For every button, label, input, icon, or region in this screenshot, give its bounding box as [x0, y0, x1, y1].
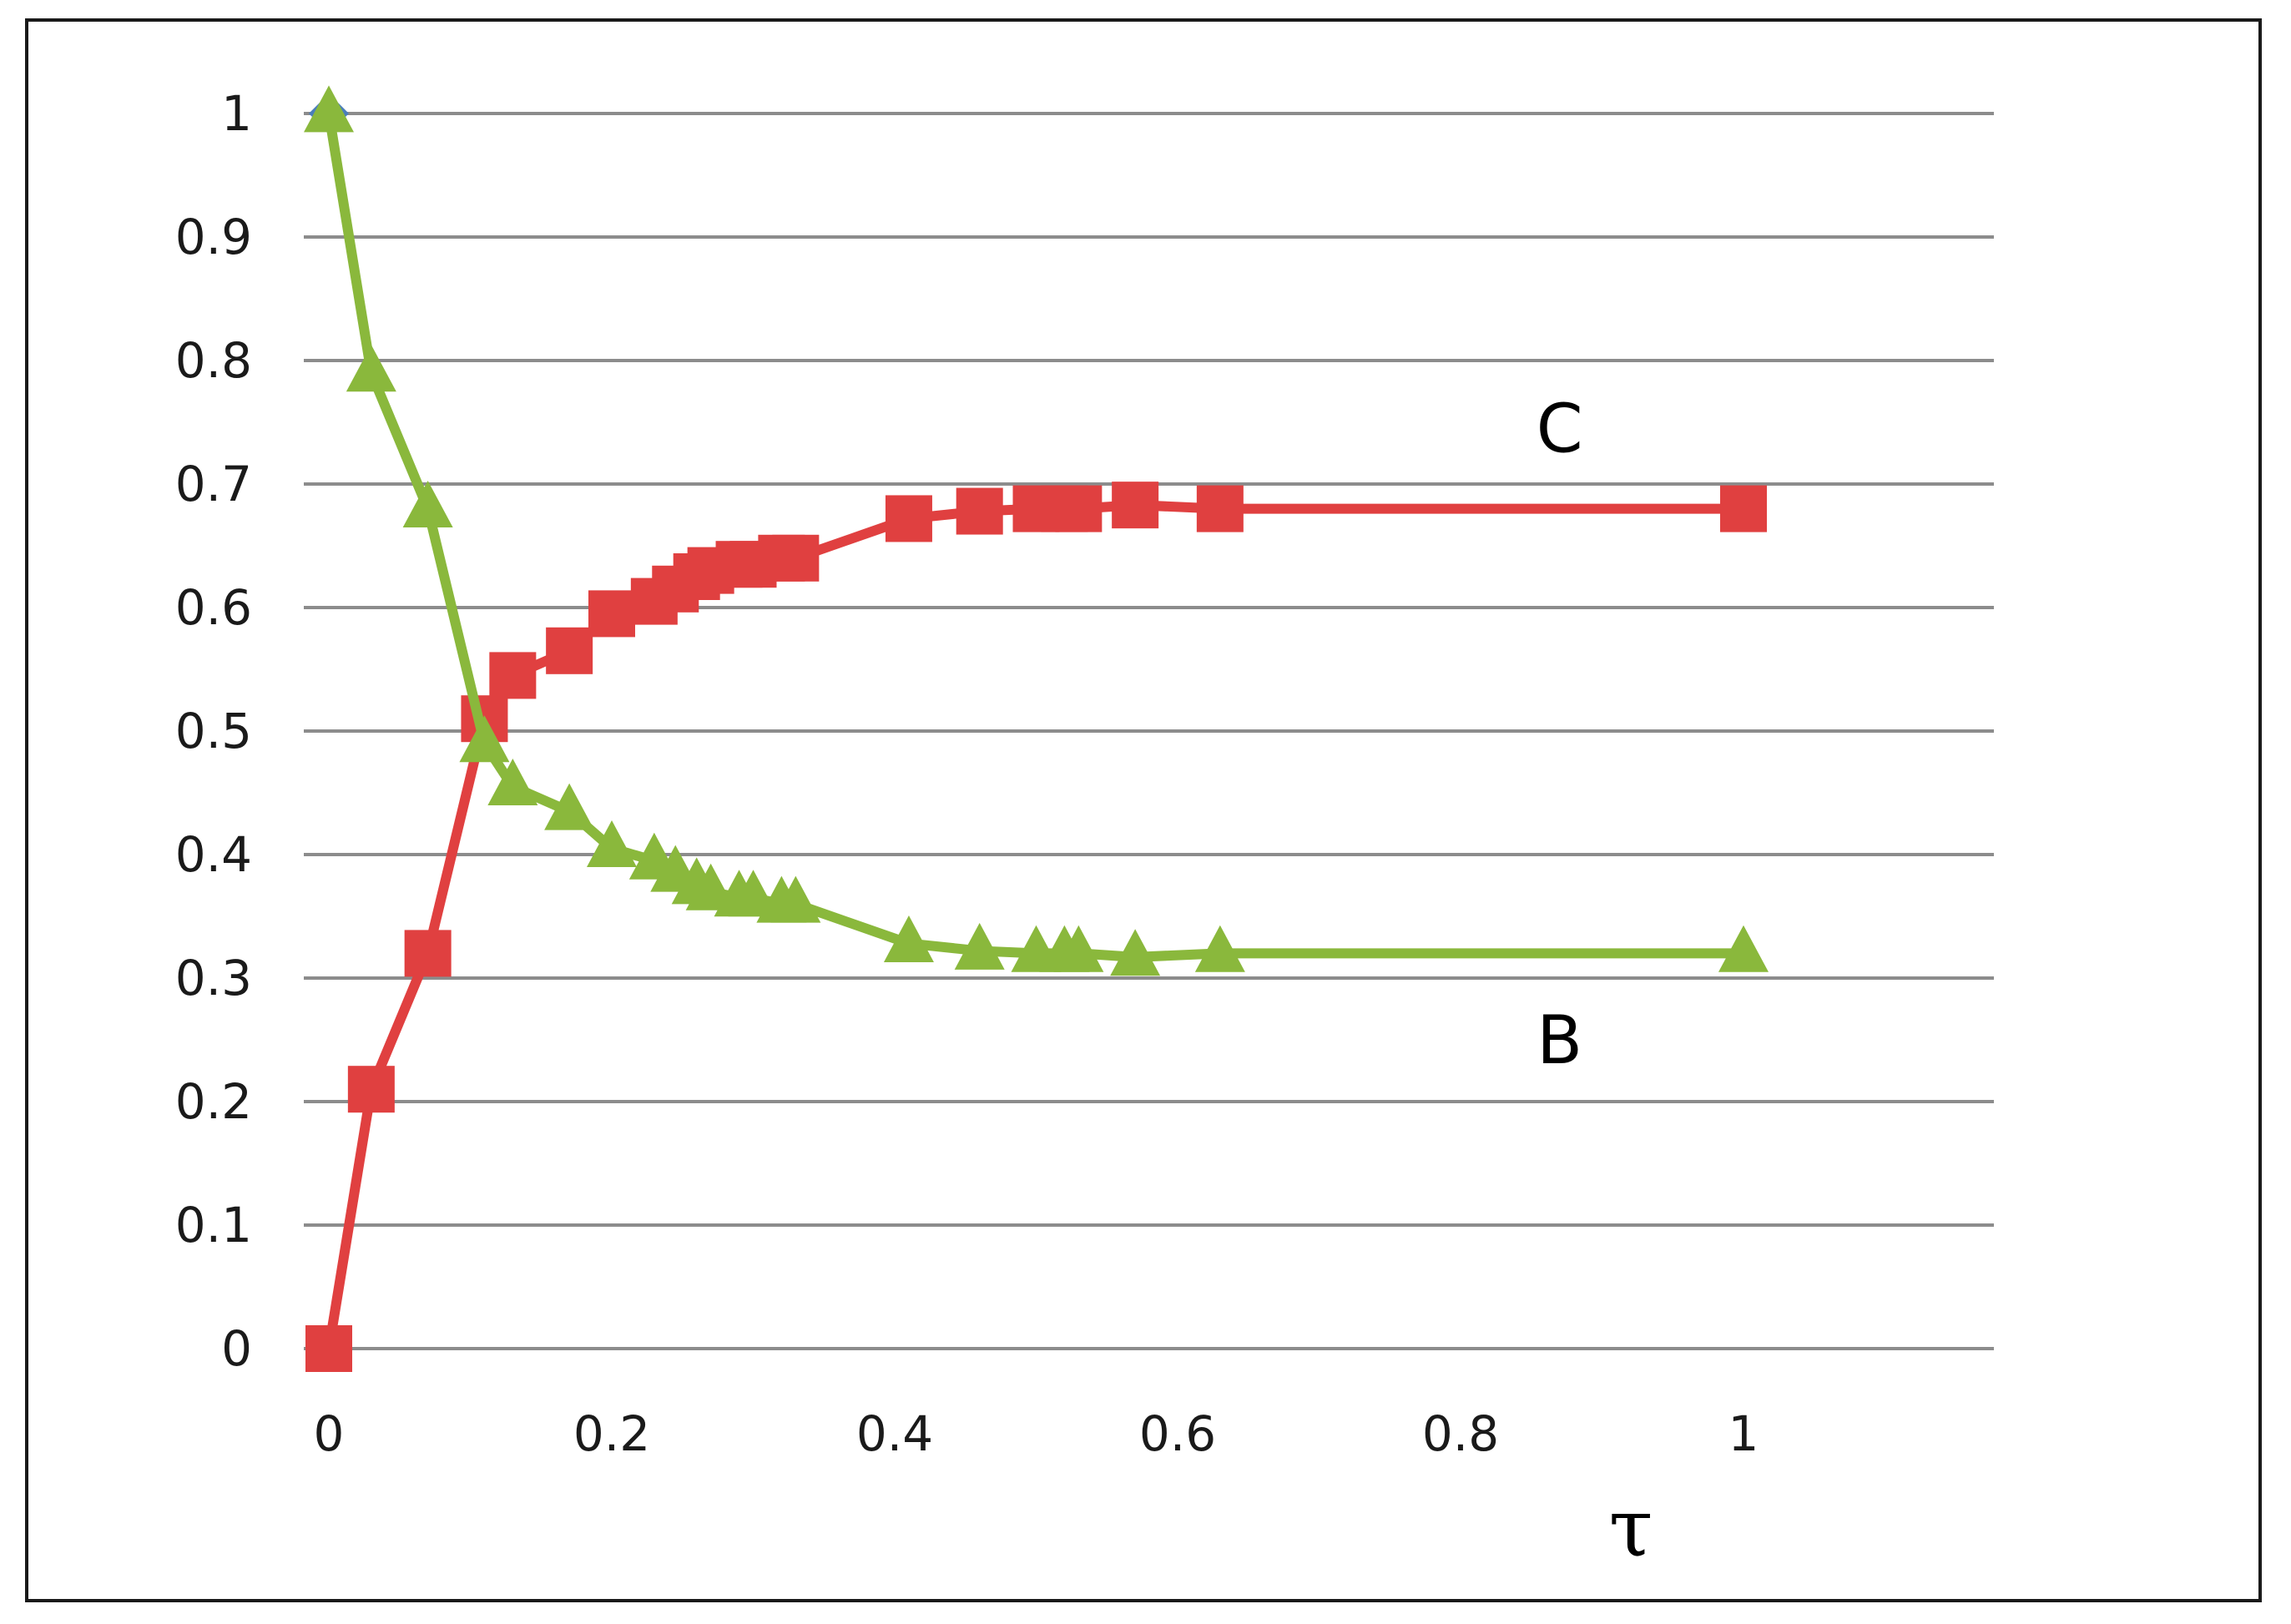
data-point-C	[1112, 482, 1159, 529]
annotation-layer: CB	[1537, 390, 1583, 1079]
data-point-C	[956, 487, 1003, 535]
data-point-C	[1055, 485, 1103, 532]
series-B	[304, 85, 1769, 976]
data-point-B	[1110, 929, 1161, 976]
x-tick-label: 0.2	[573, 1405, 650, 1462]
data-point-B	[587, 820, 637, 867]
data-point-B	[304, 85, 354, 133]
data-point-C	[546, 627, 593, 674]
y-tick-label: 0.2	[175, 1073, 252, 1130]
y-tick-label: 0.3	[175, 950, 252, 1006]
y-tick-label: 0.9	[175, 209, 252, 265]
x-tick-labels: 0 0.2 0.4 0.6 0.8 1	[314, 1405, 1759, 1462]
y-tick-label: 0.8	[175, 332, 252, 389]
data-point-B	[544, 783, 595, 830]
data-point-B	[1053, 925, 1104, 972]
series-C	[305, 482, 1767, 1372]
y-tick-label: 0.7	[175, 456, 252, 512]
x-tick-label: 0.4	[856, 1405, 933, 1462]
x-tick-label: 0	[314, 1405, 345, 1462]
data-point-B	[346, 345, 396, 392]
data-point-C	[885, 495, 932, 542]
data-point-C	[1720, 485, 1767, 532]
data-point-B	[954, 922, 1005, 970]
data-point-C	[772, 534, 820, 582]
y-tick-label: 0	[221, 1320, 252, 1377]
chart-frame: 0 0.1 0.2 0.3 0.4 0.5 0.6 0.7 0.8 0.9 1 0 0.2 0.4 0.6…	[25, 18, 2262, 1602]
data-point-B	[770, 875, 821, 923]
data-point-C	[1196, 485, 1244, 532]
y-tick-label: 0.4	[175, 826, 252, 883]
line-chart: 0 0.1 0.2 0.3 0.4 0.5 0.6 0.7 0.8 0.9 1 0 0.2 0.4 0.6…	[175, 85, 1994, 1575]
data-point-B	[459, 715, 510, 763]
data-point-C	[305, 1325, 352, 1372]
y-tick-label: 1	[221, 85, 252, 142]
data-point-B	[883, 915, 934, 962]
gridlines	[304, 112, 1994, 1350]
data-point-B	[685, 863, 736, 910]
y-tick-label: 0.5	[175, 703, 252, 759]
data-point-B	[487, 759, 538, 805]
series-layer	[304, 85, 1769, 1372]
data-point-B	[1718, 925, 1769, 972]
x-axis-title: τ	[1608, 1481, 1653, 1575]
y-tick-label: 0.6	[175, 579, 252, 636]
series-label-C: C	[1537, 390, 1583, 467]
y-tick-label: 0.1	[175, 1197, 252, 1253]
data-point-B	[1194, 925, 1245, 972]
data-point-C	[489, 652, 537, 699]
series-label-B: B	[1537, 1001, 1582, 1079]
x-tick-label: 1	[1728, 1405, 1759, 1462]
data-point-C	[347, 1066, 395, 1113]
y-tick-labels: 0 0.1 0.2 0.3 0.4 0.5 0.6 0.7 0.8 0.9 1	[175, 85, 252, 1377]
series-line-B	[324, 113, 1743, 962]
x-tick-label: 0.8	[1422, 1405, 1499, 1462]
data-point-C	[588, 590, 635, 638]
data-point-B	[402, 481, 453, 527]
data-point-C	[404, 930, 452, 977]
data-point-B	[728, 870, 779, 917]
x-tick-label: 0.6	[1139, 1405, 1216, 1462]
